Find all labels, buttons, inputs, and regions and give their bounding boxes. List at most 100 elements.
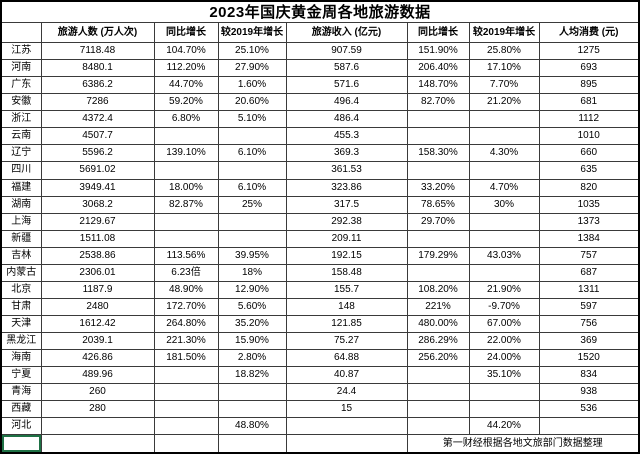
data-cell[interactable]: 426.86 — [40, 349, 155, 368]
data-cell[interactable]: 757 — [538, 246, 640, 265]
province-cell[interactable]: 广东 — [0, 76, 42, 95]
data-cell[interactable] — [468, 263, 540, 282]
data-cell[interactable]: 172.70% — [153, 297, 219, 317]
province-cell[interactable]: 湖南 — [0, 195, 42, 214]
data-cell[interactable]: 67.00% — [468, 314, 540, 334]
header-cell-per-capita-spend[interactable]: 人均消费 (元) — [538, 22, 640, 43]
data-cell[interactable]: 571.6 — [285, 76, 408, 95]
province-cell[interactable]: 河北 — [0, 417, 42, 436]
data-cell[interactable] — [153, 417, 219, 436]
empty-cell[interactable] — [153, 434, 219, 454]
data-cell[interactable]: 2129.67 — [40, 212, 155, 231]
header-cell-revenue-vs2019-growth[interactable]: 较2019年增长 — [468, 22, 540, 43]
province-cell[interactable]: 辽宁 — [0, 144, 42, 163]
data-cell[interactable]: 112.20% — [153, 59, 219, 78]
data-cell[interactable]: 108.20% — [406, 280, 470, 299]
data-cell[interactable]: 22.00% — [468, 332, 540, 351]
data-cell[interactable]: 693 — [538, 59, 640, 78]
data-cell[interactable] — [468, 127, 540, 146]
province-cell[interactable]: 天津 — [0, 314, 42, 334]
data-cell[interactable]: 4.30% — [468, 144, 540, 163]
province-cell[interactable]: 内蒙古 — [0, 263, 42, 282]
data-cell[interactable] — [406, 110, 470, 129]
data-cell[interactable]: 2039.1 — [40, 332, 155, 351]
data-cell[interactable]: 486.4 — [285, 110, 408, 129]
data-cell[interactable] — [153, 366, 219, 385]
data-cell[interactable]: 104.70% — [153, 41, 219, 61]
data-cell[interactable]: 681 — [538, 93, 640, 112]
header-cell-revenue-yoy-growth[interactable]: 同比增长 — [406, 22, 470, 43]
data-cell[interactable]: 2.80% — [217, 349, 287, 368]
province-cell[interactable]: 黑龙江 — [0, 332, 42, 351]
data-cell[interactable] — [406, 161, 470, 180]
data-cell[interactable]: 6.10% — [217, 144, 287, 163]
data-cell[interactable]: 2306.01 — [40, 263, 155, 282]
data-cell[interactable]: 78.65% — [406, 195, 470, 214]
data-cell[interactable]: 1.60% — [217, 76, 287, 95]
province-cell[interactable]: 安徽 — [0, 93, 42, 112]
data-cell[interactable]: 480.00% — [406, 314, 470, 334]
data-cell[interactable] — [468, 229, 540, 248]
data-cell[interactable] — [217, 127, 287, 146]
table-title[interactable]: 2023年国庆黄金周各地旅游数据 — [0, 0, 640, 23]
data-cell[interactable] — [153, 229, 219, 248]
data-cell[interactable]: 48.90% — [153, 280, 219, 299]
data-cell[interactable]: 12.90% — [217, 280, 287, 299]
data-cell[interactable]: 1311 — [538, 280, 640, 299]
data-cell[interactable]: 221% — [406, 297, 470, 317]
data-cell[interactable]: 148 — [285, 297, 408, 317]
data-cell[interactable] — [406, 127, 470, 146]
data-cell[interactable] — [406, 263, 470, 282]
data-cell[interactable]: 6.23倍 — [153, 263, 219, 282]
data-cell[interactable]: 635 — [538, 161, 640, 180]
data-cell[interactable]: 1187.9 — [40, 280, 155, 299]
data-cell[interactable]: 280 — [40, 400, 155, 419]
province-cell[interactable]: 吉林 — [0, 246, 42, 265]
data-cell[interactable] — [468, 212, 540, 231]
data-cell[interactable]: 938 — [538, 383, 640, 402]
header-cell-yoy-growth[interactable]: 同比增长 — [153, 22, 219, 43]
data-cell[interactable] — [406, 417, 470, 436]
data-cell[interactable]: 155.7 — [285, 280, 408, 299]
data-cell[interactable]: 6.80% — [153, 110, 219, 129]
province-cell[interactable]: 新疆 — [0, 229, 42, 248]
data-cell[interactable] — [217, 229, 287, 248]
data-cell[interactable]: 256.20% — [406, 349, 470, 368]
data-cell[interactable]: 7286 — [40, 93, 155, 112]
province-cell[interactable]: 甘肃 — [0, 297, 42, 317]
data-cell[interactable]: 43.03% — [468, 246, 540, 265]
data-cell[interactable]: 30% — [468, 195, 540, 214]
data-cell[interactable] — [217, 383, 287, 402]
data-cell[interactable]: 151.90% — [406, 41, 470, 61]
data-cell[interactable]: 3068.2 — [40, 195, 155, 214]
data-cell[interactable] — [153, 400, 219, 419]
data-cell[interactable]: 17.10% — [468, 59, 540, 78]
data-cell[interactable] — [538, 417, 640, 436]
province-cell[interactable]: 四川 — [0, 161, 42, 180]
data-cell[interactable]: 260 — [40, 383, 155, 402]
province-cell[interactable]: 北京 — [0, 280, 42, 299]
data-cell[interactable]: 158.30% — [406, 144, 470, 163]
data-cell[interactable]: 18% — [217, 263, 287, 282]
data-cell[interactable] — [217, 400, 287, 419]
data-cell[interactable]: 1384 — [538, 229, 640, 248]
data-cell[interactable]: 4507.7 — [40, 127, 155, 146]
data-cell[interactable]: 369.3 — [285, 144, 408, 163]
data-cell[interactable]: 1010 — [538, 127, 640, 146]
data-cell[interactable]: 587.6 — [285, 59, 408, 78]
selected-cell[interactable] — [0, 434, 42, 454]
data-cell[interactable]: 756 — [538, 314, 640, 334]
data-cell[interactable] — [406, 400, 470, 419]
data-cell[interactable]: 4.70% — [468, 178, 540, 197]
data-cell[interactable]: 221.30% — [153, 332, 219, 351]
data-cell[interactable]: 33.20% — [406, 178, 470, 197]
data-cell[interactable]: 5.10% — [217, 110, 287, 129]
header-cell-revenue[interactable]: 旅游收入 (亿元) — [285, 22, 408, 43]
data-cell[interactable]: 369 — [538, 332, 640, 351]
data-cell[interactable]: 1520 — [538, 349, 640, 368]
data-cell[interactable]: 820 — [538, 178, 640, 197]
data-cell[interactable]: 82.87% — [153, 195, 219, 214]
data-cell[interactable]: 39.95% — [217, 246, 287, 265]
data-cell[interactable]: 2480 — [40, 297, 155, 317]
data-cell[interactable] — [468, 110, 540, 129]
